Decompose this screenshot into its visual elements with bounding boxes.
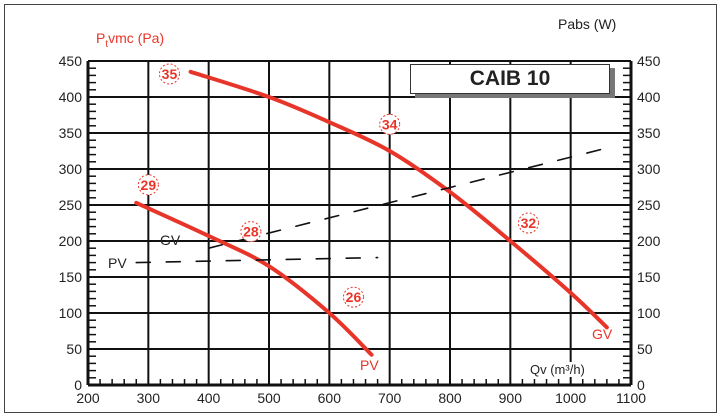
y-tick-label-left: 0 <box>74 377 82 393</box>
annotation-circle <box>379 113 401 135</box>
series-pv-power <box>135 256 379 264</box>
y-tick-label-right: 250 <box>637 197 661 213</box>
y-tick-label-left: 200 <box>59 233 83 249</box>
y-tick-label-right: 0 <box>637 377 645 393</box>
y-tick-label-right: 450 <box>637 53 661 69</box>
y-tick-label-left: 100 <box>59 305 83 321</box>
y-tick-label-left: 300 <box>59 161 83 177</box>
annotation-circle <box>517 212 539 234</box>
x-axis-label: Qv (m³/h) <box>528 362 587 377</box>
series-pv-pressure <box>134 200 374 357</box>
y-tick-label-left: 400 <box>59 89 83 105</box>
chart-frame <box>4 4 717 413</box>
pv-power-label: PV <box>108 255 127 271</box>
annotation-label: 35 <box>162 66 178 82</box>
y-tick-label-right: 50 <box>637 341 653 357</box>
x-tick-label: 600 <box>318 390 342 406</box>
y-tick-label-right: 300 <box>637 161 661 177</box>
annotation-circle <box>240 221 262 243</box>
y-tick-label-right: 150 <box>637 269 661 285</box>
x-tick-label: 800 <box>438 390 462 406</box>
annotation-label: 26 <box>346 289 362 305</box>
series-gv-pressure <box>188 69 609 330</box>
y-tick-label-right: 400 <box>637 89 661 105</box>
gv-curve-label: GV <box>592 326 613 342</box>
y-tick-label-right: 350 <box>637 125 661 141</box>
x-tick-label: 1000 <box>555 390 586 406</box>
annotation-circle <box>342 286 364 308</box>
x-tick-label: 700 <box>378 390 402 406</box>
x-tick-label: 500 <box>257 390 281 406</box>
title-box-face: CAIB 10 <box>410 64 610 94</box>
y-tick-label-left: 250 <box>59 197 83 213</box>
annotation-label: 29 <box>141 177 157 193</box>
y-tick-label-left: 350 <box>59 125 83 141</box>
x-tick-label: 300 <box>137 390 161 406</box>
x-tick-label: 200 <box>76 390 100 406</box>
chart-title: CAIB 10 <box>469 67 551 90</box>
x-tick-label: 400 <box>197 390 221 406</box>
annotation-label: 34 <box>382 116 398 132</box>
x-tick-label: 1100 <box>616 390 646 406</box>
annotation-label: 28 <box>243 224 259 240</box>
gv-power-label: GV <box>160 232 181 248</box>
y-tick-label-left: 50 <box>66 341 82 357</box>
right-axis-label: Pabs (W) <box>558 16 617 32</box>
y-tick-label-left: 150 <box>59 269 83 285</box>
series-gv-power <box>207 148 602 249</box>
annotation-circle <box>158 63 180 85</box>
y-tick-label-left: 450 <box>59 53 83 69</box>
left-axis-label: Ptvmc (Pa) <box>96 30 165 50</box>
pv-curve-label: PV <box>360 357 379 373</box>
annotation-circle <box>137 174 159 196</box>
annotation-label: 32 <box>521 215 537 231</box>
x-tick-label: 900 <box>499 390 523 406</box>
y-tick-label-right: 100 <box>637 305 661 321</box>
y-tick-label-right: 200 <box>637 233 661 249</box>
